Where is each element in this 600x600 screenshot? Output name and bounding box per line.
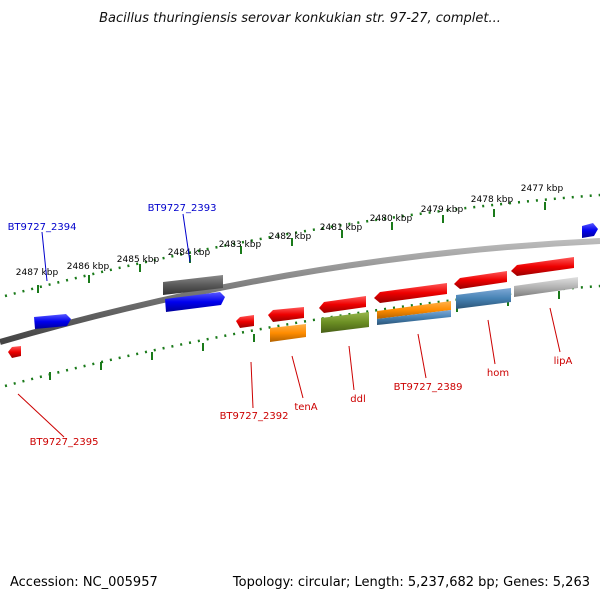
leader-tena xyxy=(291,355,304,399)
gene-label-bt9727-2395[interactable]: BT9727_2395 xyxy=(30,437,99,448)
gene-feature-bt9727-2393[interactable] xyxy=(165,292,225,312)
gene-feature-hom[interactable] xyxy=(454,271,507,289)
leader-bt9727-2393 xyxy=(182,213,191,263)
gene-label-hom[interactable]: hom xyxy=(487,368,509,379)
genome-backbone xyxy=(0,238,600,345)
leader-ddl xyxy=(348,345,355,391)
reverse-strand-features xyxy=(8,257,578,358)
silver-feature-lipa[interactable] xyxy=(514,277,578,297)
gene-feature-bt9727-2395[interactable] xyxy=(8,346,21,358)
scale-label: 2480 kbp xyxy=(370,214,413,224)
gene-feature-bt9727-2392[interactable] xyxy=(236,315,254,328)
gene-feature-tena[interactable] xyxy=(268,307,304,322)
gene-feature-bt9727-2394[interactable] xyxy=(34,314,71,329)
accession-text: Accession: NC_005957 xyxy=(10,575,158,590)
scale-label: 2481 kbp xyxy=(320,223,363,233)
genome-summary-text: Topology: circular; Length: 5,237,682 bp… xyxy=(232,575,590,590)
map-title: Bacillus thuringiensis serovar konkukian… xyxy=(99,11,501,26)
leader-bt9727-2389 xyxy=(417,333,427,379)
gene-label-bt9727-2394[interactable]: BT9727_2394 xyxy=(8,222,77,233)
steelblue-feature-bt9727-2389[interactable] xyxy=(377,310,451,325)
forward-strand-features xyxy=(34,223,598,329)
label-leader-lines xyxy=(17,213,561,438)
gene-label-bt9727-2392[interactable]: BT9727_2392 xyxy=(220,411,289,422)
steelblue-feature-hom[interactable] xyxy=(456,288,511,309)
gene-label-tena[interactable]: tenA xyxy=(294,402,317,413)
gene-labels: BT9727_2394 BT9727_2393 BT9727_2395 BT97… xyxy=(8,203,573,448)
leader-bt9727-2392 xyxy=(250,361,254,409)
scale-label: 2486 kbp xyxy=(67,262,110,272)
orange-feature-bt9727-2389[interactable] xyxy=(377,301,451,319)
gene-label-ddl[interactable]: ddl xyxy=(350,394,365,405)
leader-hom xyxy=(487,319,496,365)
gene-label-bt9727-2393[interactable]: BT9727_2393 xyxy=(148,203,217,214)
scale-label: 2477 kbp xyxy=(521,184,564,194)
scale-label: 2487 kbp xyxy=(16,268,59,278)
green-feature-ddl[interactable] xyxy=(321,312,369,333)
gene-feature-bt9727-2389[interactable] xyxy=(374,283,447,303)
gene-feature-right-edge[interactable] xyxy=(582,223,598,238)
scale-label: 2482 kbp xyxy=(269,232,312,242)
gene-label-lipa[interactable]: lipA xyxy=(554,356,573,367)
scale-label: 2483 kbp xyxy=(219,240,262,250)
leader-bt9727-2395 xyxy=(17,393,65,438)
orange-feature-tena[interactable] xyxy=(270,324,306,342)
leader-lipa xyxy=(549,307,561,353)
gene-label-bt9727-2389[interactable]: BT9727_2389 xyxy=(394,382,463,393)
scale-label: 2485 kbp xyxy=(117,255,160,265)
gene-feature-lipa[interactable] xyxy=(511,257,574,276)
scale-label: 2479 kbp xyxy=(421,205,464,215)
gray-feature[interactable] xyxy=(163,275,223,295)
scale-labels: 2487 kbp 2486 kbp 2485 kbp 2484 kbp 2483… xyxy=(16,184,564,278)
gene-feature-ddl[interactable] xyxy=(319,296,366,313)
scale-label: 2478 kbp xyxy=(471,195,514,205)
leader-bt9727-2394 xyxy=(41,231,48,282)
